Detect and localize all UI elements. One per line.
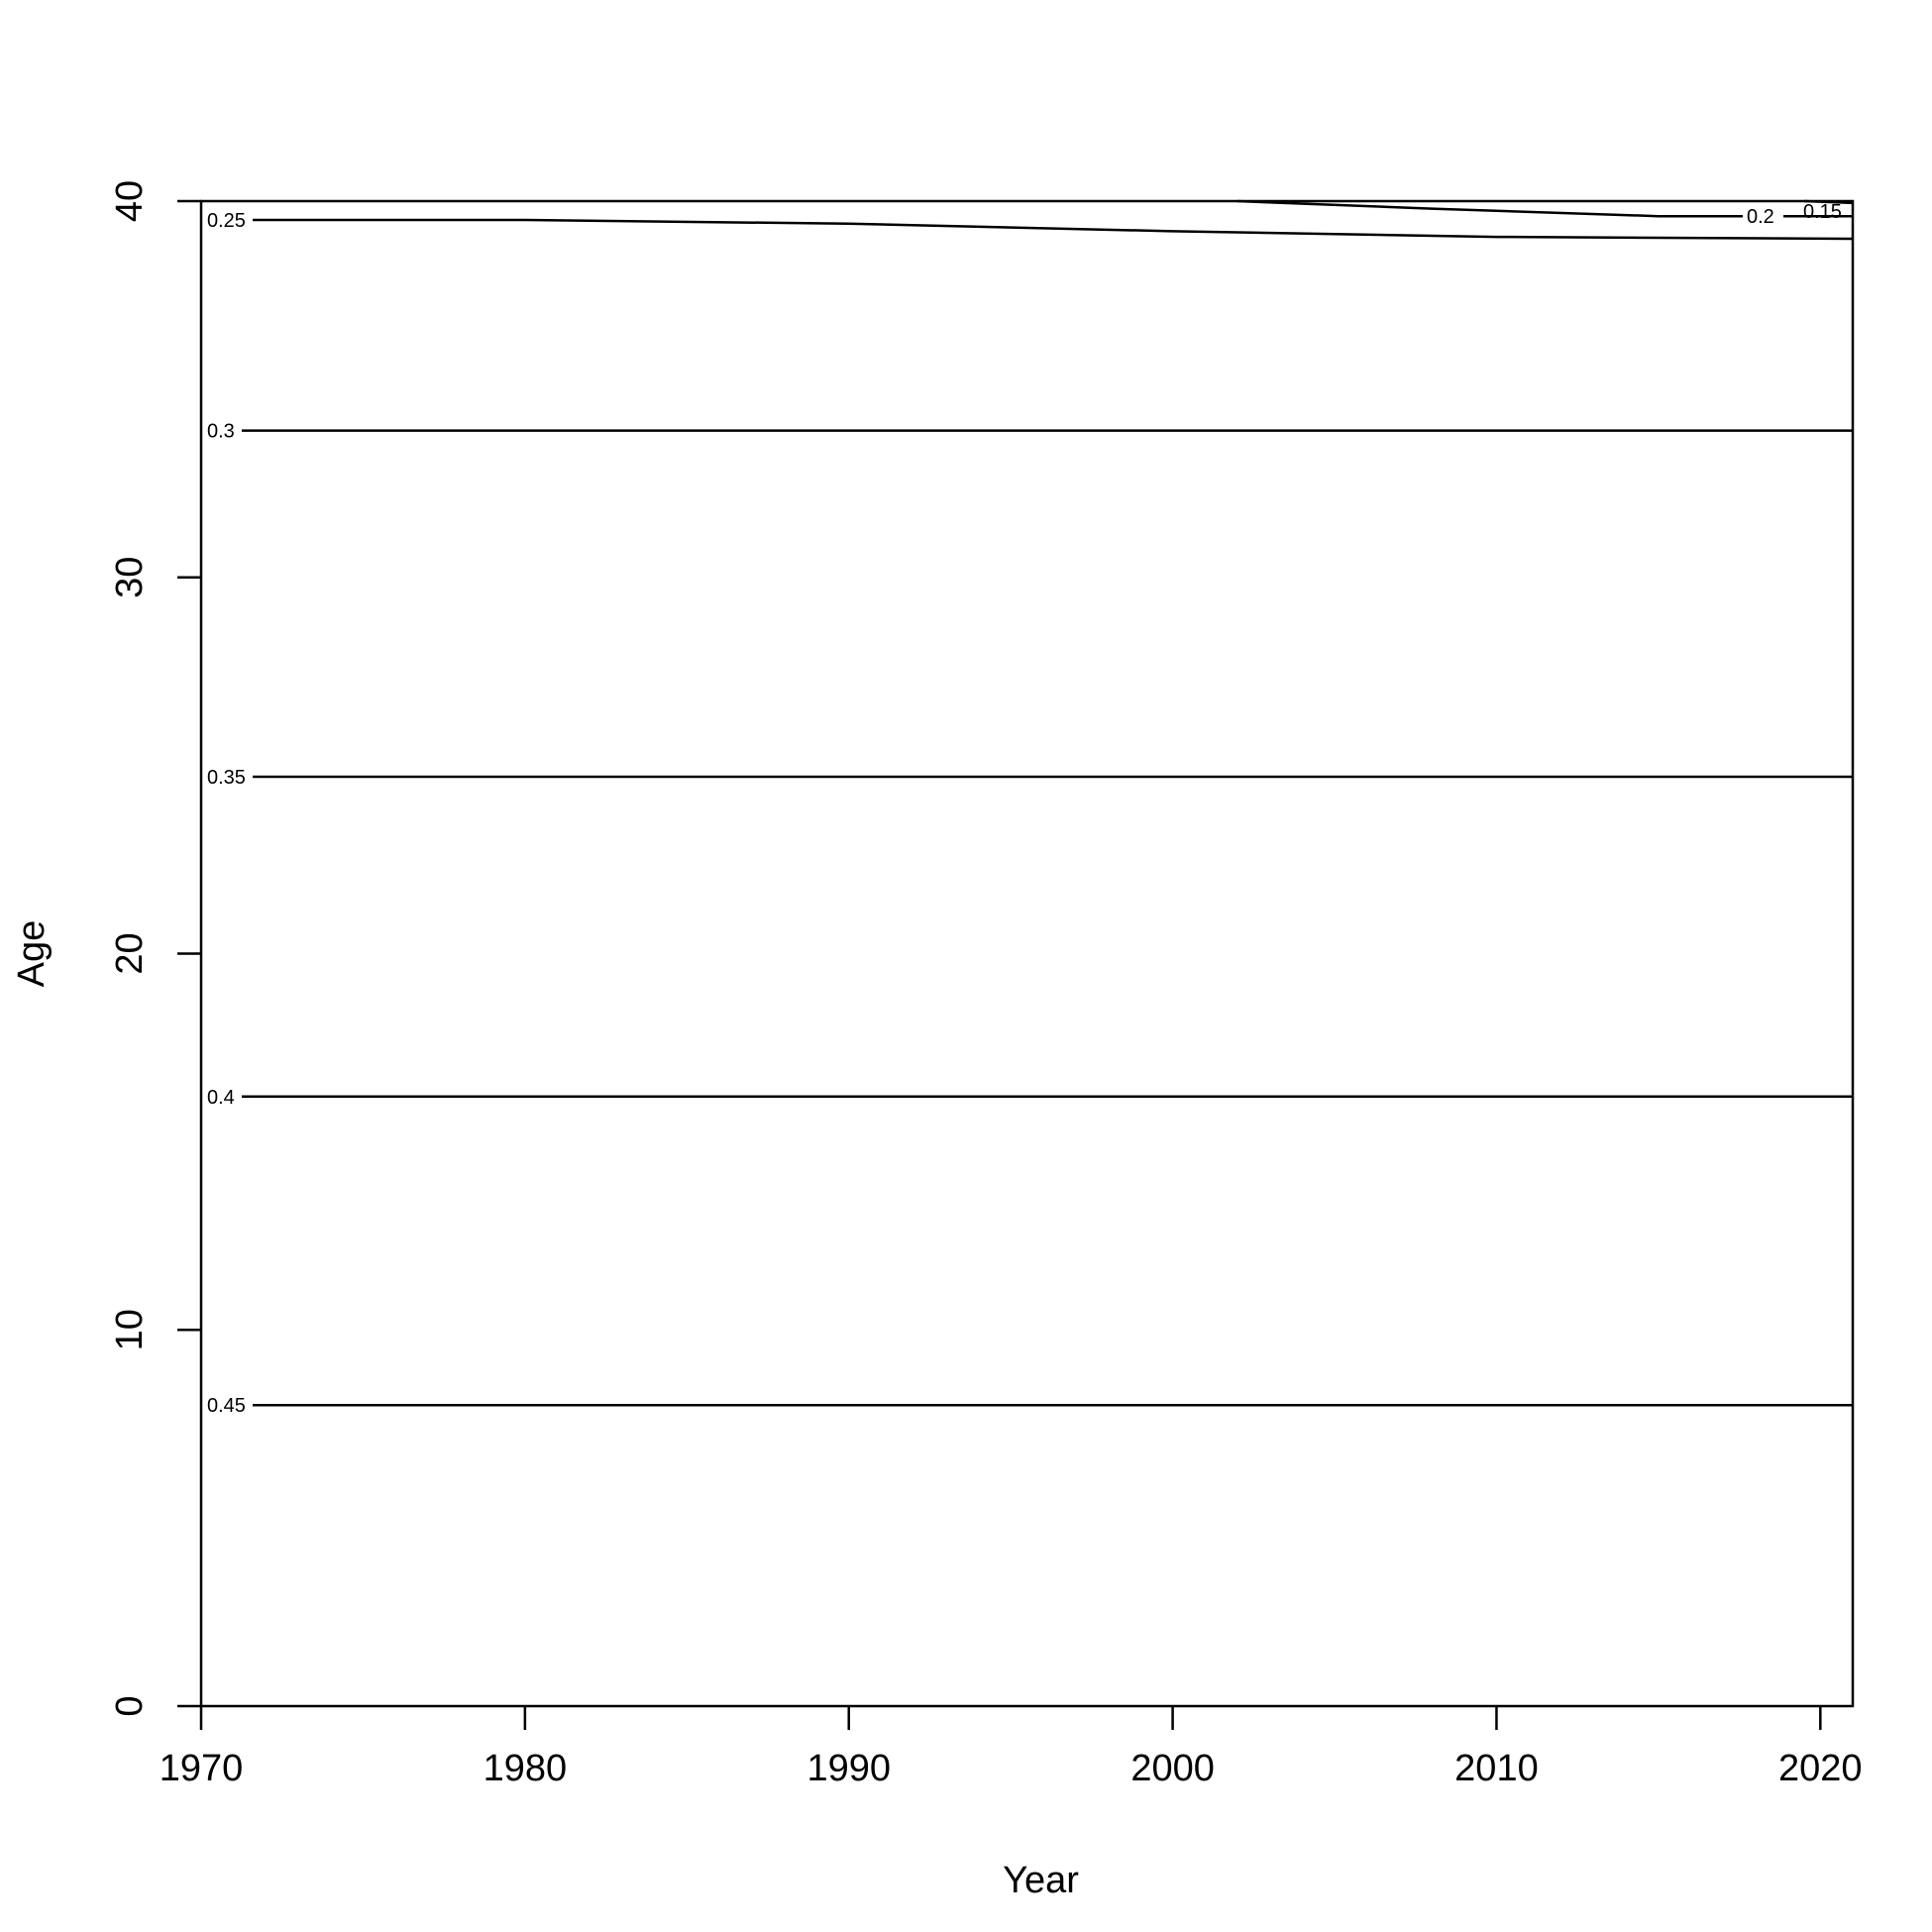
contour-line bbox=[253, 218, 1854, 241]
y-tick-label: 20 bbox=[109, 932, 151, 974]
contour-lines bbox=[242, 199, 1854, 1407]
y-axis-title: Age bbox=[11, 920, 53, 988]
y-tick-label: 40 bbox=[109, 180, 151, 222]
x-tick-label: 2020 bbox=[1778, 1748, 1863, 1789]
x-tick-label: 1970 bbox=[160, 1748, 244, 1789]
y-axis: 0 10 20 30 40 bbox=[109, 180, 201, 1717]
contour-label: 0.45 bbox=[207, 1395, 246, 1417]
x-tick-label: 1980 bbox=[483, 1748, 568, 1789]
contour-label: 0.25 bbox=[207, 210, 246, 232]
y-tick-label: 0 bbox=[109, 1695, 151, 1716]
plot-frame bbox=[199, 199, 1855, 1708]
contour-labels: 0.45 0.4 0.35 0.3 0.25 0.2 0.15 bbox=[207, 201, 1842, 1417]
contour-line bbox=[1236, 199, 1853, 218]
contour-label: 0.15 bbox=[1803, 201, 1842, 223]
x-axis-title: Year bbox=[1003, 1860, 1079, 1901]
x-tick-label: 1990 bbox=[806, 1748, 891, 1789]
x-tick-label: 2000 bbox=[1130, 1748, 1215, 1789]
contour-label: 0.2 bbox=[1747, 206, 1774, 228]
y-tick-label: 10 bbox=[109, 1309, 151, 1350]
contour-label: 0.4 bbox=[207, 1087, 235, 1109]
x-axis: 1970 1980 1990 2000 2010 2020 bbox=[160, 1706, 1863, 1789]
x-tick-label: 2010 bbox=[1454, 1748, 1539, 1789]
contour-label: 0.35 bbox=[207, 767, 246, 789]
contour-label: 0.3 bbox=[207, 421, 235, 443]
y-tick-label: 30 bbox=[109, 557, 151, 598]
